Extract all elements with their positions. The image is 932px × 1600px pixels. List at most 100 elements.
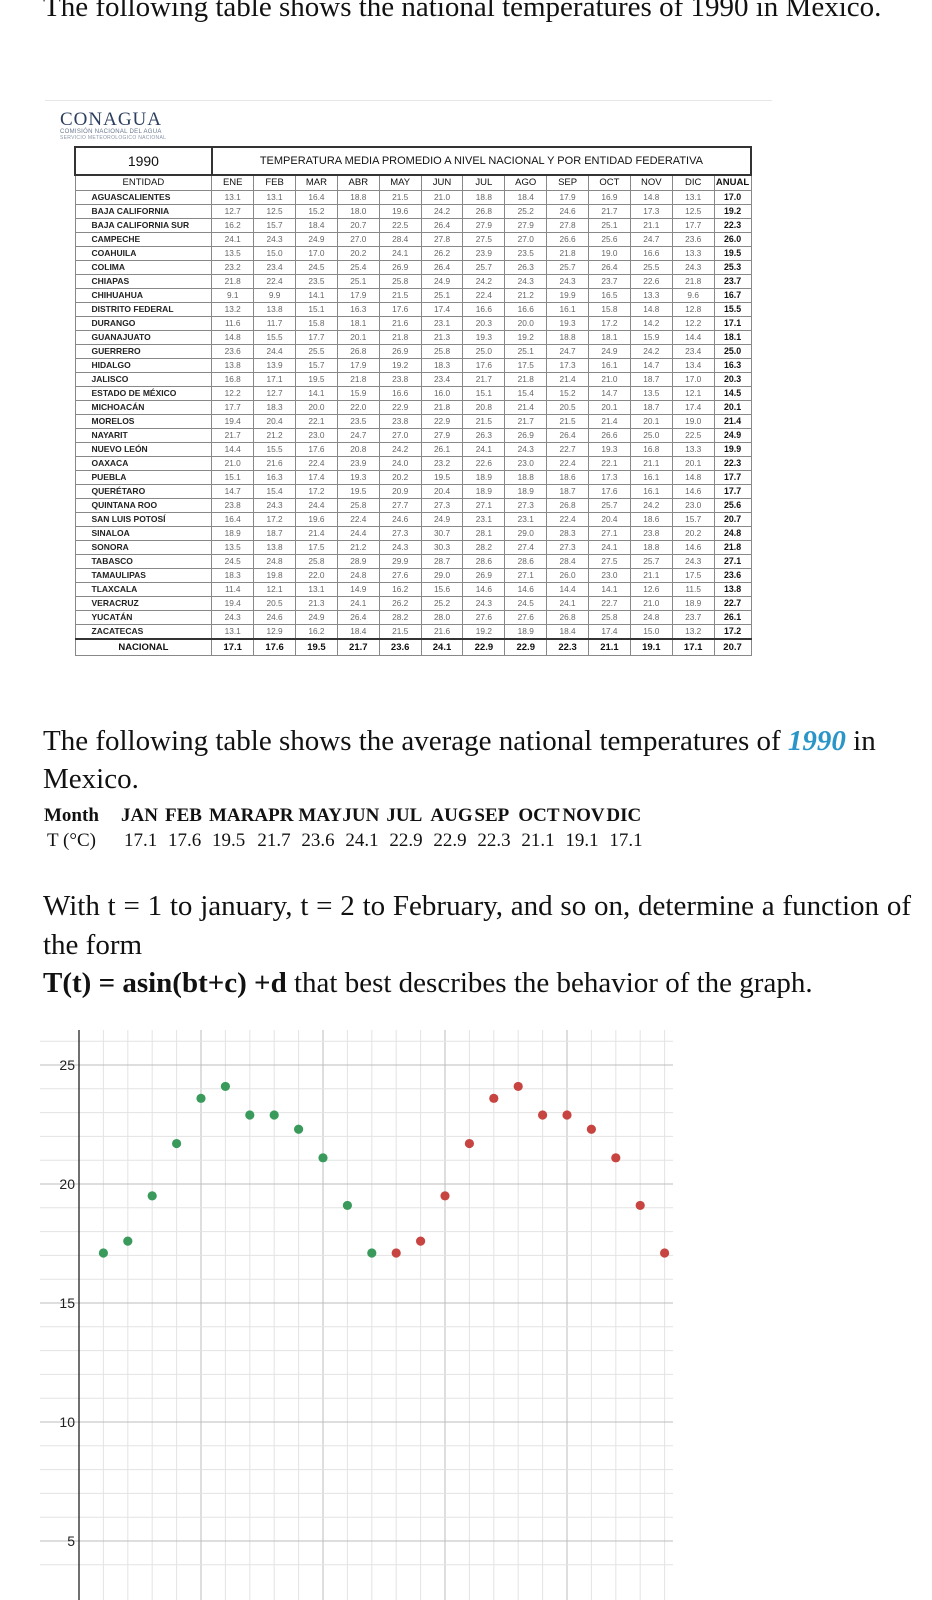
- temperature-cell: 12.2: [671, 316, 715, 331]
- temperature-value: 19.1: [565, 830, 599, 851]
- temperature-cell: 17.9: [336, 358, 380, 373]
- temperature-value: 21.7: [257, 830, 291, 851]
- temperature-cell: 17.2: [295, 484, 338, 499]
- state-name-cell: SINALOA: [74, 526, 213, 541]
- temperature-cell: 14.7: [588, 386, 631, 401]
- temperature-cell: 29.0: [504, 526, 548, 541]
- temperature-row: T (°C) 17.1 17.6 19.5 21.7 23.6 24.1 22.9 22.9 22…: [44, 828, 650, 853]
- temperature-cell: 13.3: [629, 288, 673, 303]
- temperature-cell: 21.8: [504, 372, 548, 387]
- data-point: [123, 1236, 133, 1246]
- temperature-cell: 15.1: [211, 470, 255, 485]
- table-row: MICHOACÁN 17.7 18.3 20.0 22.0 22.9 21.8 20.8 21.…: [74, 400, 752, 415]
- temperature-cell: 22.1: [588, 456, 631, 471]
- temperature-cell: 13.1: [671, 190, 715, 205]
- temperature-cell: 23.9: [462, 246, 506, 261]
- temperature-cell: 17.4: [588, 624, 631, 640]
- temperature-cell: 15.0: [629, 624, 673, 640]
- temperature-cell: 28.1: [462, 526, 506, 541]
- temperature-cell: 15.1: [295, 302, 338, 317]
- column-header: ABR: [336, 174, 380, 191]
- temperature-cell: 23.4: [671, 344, 715, 359]
- temperature-cell: 19.5: [420, 470, 464, 485]
- column-header: NOV: [629, 174, 673, 191]
- temperature-cell: 20.8: [336, 442, 380, 457]
- heading-text-before: The following table shows the average na…: [43, 725, 788, 757]
- table-row: SONORA 13.5 13.8 17.5 21.2 24.3 30.3 28.2 27.4 27…: [74, 540, 752, 555]
- temperature-cell: 14.2: [629, 316, 673, 331]
- temperature-cell: 23.7: [713, 274, 752, 289]
- temperature-cell: 19.4: [211, 596, 255, 611]
- temperature-cell: 20.4: [253, 414, 297, 429]
- table-row: MORELOS 19.4 20.4 22.1 23.5 23.8 22.9 21.5 21.7 2…: [74, 414, 752, 429]
- temperature-cell: 21.6: [420, 624, 464, 640]
- state-name-cell: QUERÉTARO: [74, 484, 213, 499]
- monthly-average-table: Month JAN FEB MAR APR MAY JUN JUL AUG SEP OCT NOV DI…: [44, 803, 650, 853]
- temperature-cell: 23.1: [504, 512, 548, 527]
- temperature-cell: 15.4: [253, 484, 297, 499]
- temperature-cell: 25.2: [420, 596, 464, 611]
- temperature-cell: 14.8: [671, 470, 715, 485]
- temperature-cell: 25.5: [629, 260, 673, 275]
- temperature-cell: 17.2: [713, 624, 752, 640]
- state-name-cell: TABASCO: [74, 554, 213, 569]
- temperature-cell: 16.6: [462, 302, 506, 317]
- temperature-cell: 27.3: [378, 526, 422, 541]
- temperature-cell: 26.1: [420, 442, 464, 457]
- column-header: AGO: [504, 174, 548, 191]
- temperature-cell: 24.3: [671, 260, 715, 275]
- temperature-cell: 20.7: [713, 512, 752, 527]
- temperature-cell: 12.1: [253, 582, 297, 597]
- temperature-cell: 18.3: [211, 568, 255, 583]
- temperature-cell: 17.3: [588, 470, 631, 485]
- temperature-cell: 13.2: [671, 624, 715, 640]
- table-row: ESTADO DE MÉXICO 12.2 12.7 14.1 15.9 16.6 16.0…: [74, 386, 752, 401]
- temperature-cell: 17.0: [671, 372, 715, 387]
- temperature-cell: 13.4: [671, 358, 715, 373]
- temperature-cell: 22.7: [588, 596, 631, 611]
- state-name-cell: COAHUILA: [74, 246, 213, 261]
- temperature-cell: 25.8: [588, 610, 631, 625]
- temperature-cell: 17.7: [713, 470, 752, 485]
- column-header: JUL: [462, 174, 506, 191]
- temperature-cell: 25.1: [504, 344, 548, 359]
- logo-subtitle-2: SERVICIO METEOROLÓGICO NACIONAL: [60, 135, 167, 139]
- temperature-cell: 17.4: [420, 302, 464, 317]
- temperature-cell: 26.8: [546, 498, 590, 513]
- temperature-cell: 23.9: [336, 456, 380, 471]
- temperature-cell: 27.5: [588, 554, 631, 569]
- temperature-cell: 20.3: [713, 372, 752, 387]
- temperature-cell: 17.6: [295, 442, 338, 457]
- temperature-cell: 23.7: [671, 610, 715, 625]
- temperature-cell: 12.9: [253, 624, 297, 640]
- temperature-cell: 24.1: [336, 596, 380, 611]
- data-point: [294, 1124, 304, 1134]
- column-header: SEP: [546, 174, 590, 191]
- temperature-cell: 18.8: [462, 190, 506, 205]
- temperature-cell: 27.9: [420, 428, 464, 443]
- table-row: GUANAJUATO 14.8 15.5 17.7 20.1 21.8 21.3 19.3 19…: [74, 330, 752, 345]
- temperature-cell: 12.5: [671, 204, 715, 219]
- temperature-cell: 22.6: [462, 456, 506, 471]
- temperature-cell: 16.7: [713, 288, 752, 303]
- temperature-cell: 23.7: [588, 274, 631, 289]
- temperature-cell: 20.4: [588, 512, 631, 527]
- temperature-cell: 17.3: [629, 204, 673, 219]
- temperature-cell: 19.9: [713, 442, 752, 457]
- temperature-cell: 22.0: [336, 400, 380, 415]
- temperature-cell: 21.8: [420, 400, 464, 415]
- temperature-cell: 19.3: [588, 442, 631, 457]
- temperature-cell: 16.4: [211, 512, 255, 527]
- temperature-cell: 22.4: [253, 274, 297, 289]
- temperature-cell: 12.1: [671, 386, 715, 401]
- chart-axis: 5 10 15 20 25: [59, 1030, 80, 1600]
- temperature-cell: 25.6: [588, 232, 631, 247]
- logo-subtitle: COMISIÓN NACIONAL DEL AGUA: [60, 129, 162, 135]
- temperature-cell: 28.9: [336, 554, 380, 569]
- temperature-cell: 23.4: [253, 260, 297, 275]
- temperature-cell: 13.9: [253, 358, 297, 373]
- temperature-cell: 23.2: [420, 456, 464, 471]
- temperature-cell: 24.4: [253, 344, 297, 359]
- temperature-cell: 26.4: [546, 428, 590, 443]
- temperature-cell: 26.6: [546, 232, 590, 247]
